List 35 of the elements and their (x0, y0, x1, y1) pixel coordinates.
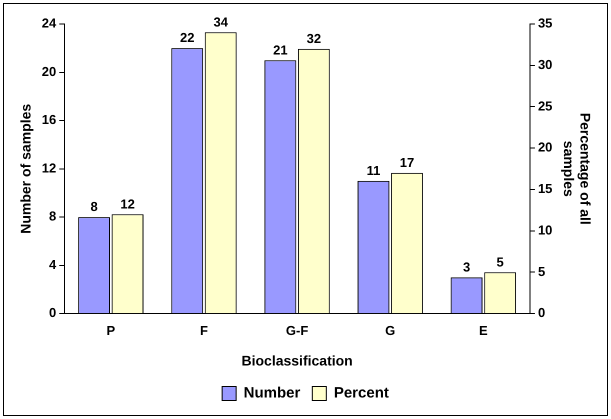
data-label: 12 (120, 196, 135, 212)
y-tick-label: 20 (42, 64, 56, 79)
data-label: 3 (462, 259, 470, 274)
data-label: 11 (366, 162, 380, 178)
data-label: 21 (273, 42, 288, 58)
y2-axis-title: Percentage of all samples (560, 112, 594, 225)
y-tick-label: 12 (42, 160, 56, 176)
data-label: 22 (180, 30, 194, 46)
y2-tick-label: 0 (538, 305, 546, 320)
y2-tick-label: 30 (538, 56, 552, 72)
y2-tick-label: 10 (538, 222, 552, 238)
x-tick-label: G (385, 322, 396, 338)
x-tick-label: G-F (286, 322, 308, 338)
y-axis-title: Number of samples (17, 104, 34, 234)
x-tick-label: P (106, 322, 116, 338)
data-label: 5 (496, 254, 504, 270)
y-tick-label: 24 (42, 16, 58, 31)
y-tick-label: 16 (42, 112, 56, 128)
data-label: 32 (306, 30, 322, 46)
y2-tick-label: 5 (538, 264, 546, 279)
data-label: 34 (213, 14, 229, 30)
y2-tick-label: 15 (538, 181, 552, 196)
legend-label: Number (244, 384, 300, 402)
data-label: 8 (90, 199, 98, 214)
legend-label: Percent (334, 384, 389, 402)
x-tick-label: E (479, 322, 488, 338)
y-tick-label: 0 (49, 305, 56, 320)
x-axis-title: Bioclassification (241, 352, 353, 368)
y-tick-label: 8 (49, 208, 56, 224)
y2-tick-label: 25 (538, 98, 552, 114)
x-tick-label: F (200, 322, 208, 338)
y2-tick-label: 35 (538, 16, 552, 31)
y-tick-label: 4 (49, 256, 58, 272)
y2-tick-label: 20 (538, 140, 552, 155)
data-label: 17 (400, 155, 414, 170)
